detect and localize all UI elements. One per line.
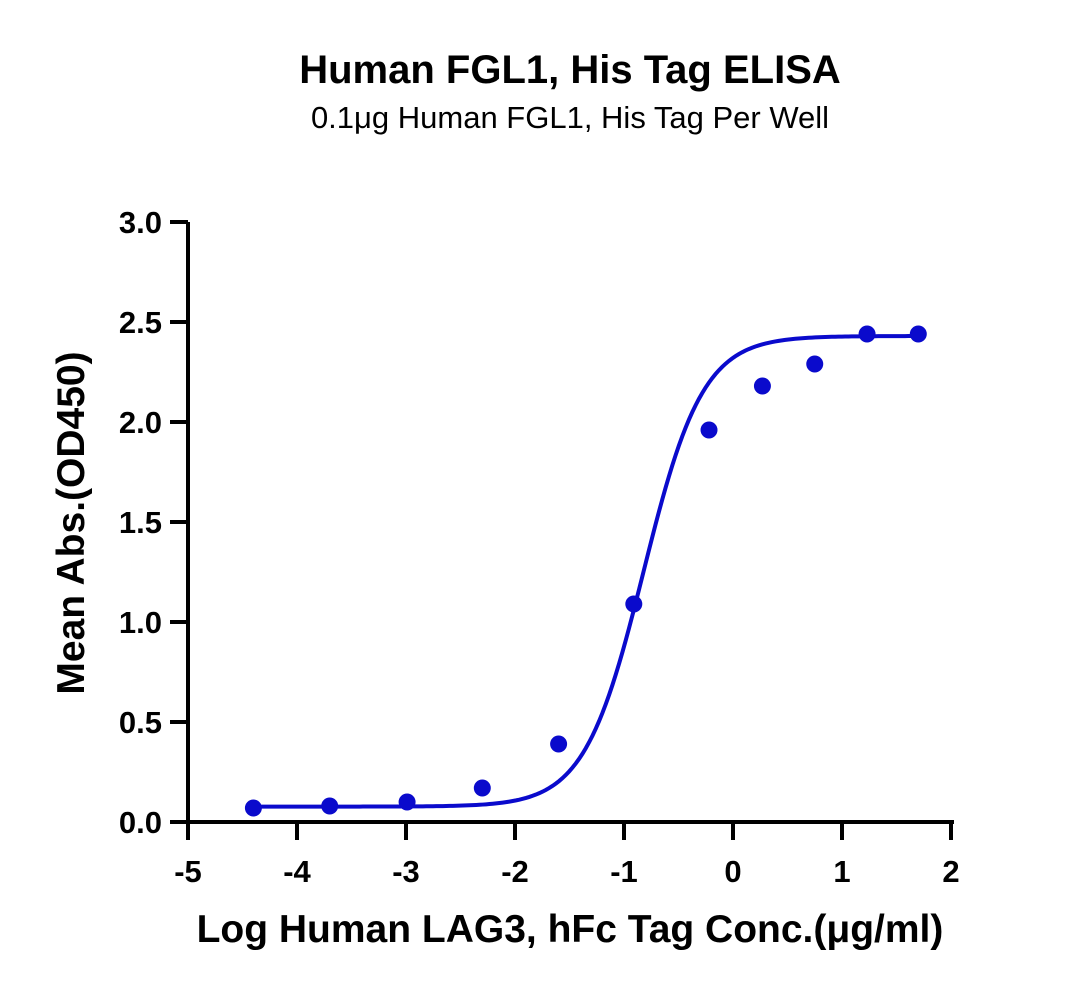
data-point: [806, 355, 824, 373]
data-point: [858, 325, 876, 343]
y-tick-label: 2.0: [119, 405, 162, 440]
fit-curve: [253, 334, 919, 809]
y-tick-label: 0.0: [119, 805, 162, 840]
x-tick-label: 1: [833, 854, 850, 889]
x-tick-label: -4: [283, 854, 311, 889]
data-point: [321, 797, 339, 815]
data-point: [473, 779, 491, 797]
y-tick-label: 0.5: [119, 705, 162, 740]
plot-area: -5 -4 -3 -2 -1 0 1 2 0.0 0.5 1.0 1.5 2.0 2.5 3.0: [119, 205, 960, 889]
data-point: [550, 735, 568, 753]
x-ticks: -5 -4 -3 -2 -1 0 1 2: [174, 822, 960, 889]
y-tick-label: 3.0: [119, 205, 162, 240]
y-tick-label: 2.5: [119, 305, 162, 340]
y-ticks: 0.0 0.5 1.0 1.5 2.0 2.5 3.0: [119, 205, 188, 840]
x-tick-label: -2: [501, 854, 529, 889]
x-axis-label: Log Human LAG3, hFc Tag Conc.(μg/ml): [197, 908, 944, 951]
y-tick-label: 1.0: [119, 605, 162, 640]
y-axis-label: Mean Abs.(OD450): [50, 351, 93, 694]
data-point: [700, 421, 718, 439]
data-point: [244, 799, 262, 817]
x-tick-label: 2: [942, 854, 959, 889]
data-point: [625, 595, 643, 613]
x-tick-label: -1: [610, 854, 638, 889]
y-tick-label: 1.5: [119, 505, 162, 540]
data-point: [909, 325, 927, 343]
chart-title: Human FGL1, His Tag ELISA: [299, 48, 841, 92]
chart-subtitle: 0.1μg Human FGL1, His Tag Per Well: [311, 100, 829, 135]
data-point: [753, 377, 771, 395]
data-point: [398, 793, 416, 811]
x-tick-label: -3: [392, 854, 420, 889]
x-tick-label: -5: [174, 854, 202, 889]
data-points: [244, 325, 927, 817]
x-tick-label: 0: [724, 854, 741, 889]
